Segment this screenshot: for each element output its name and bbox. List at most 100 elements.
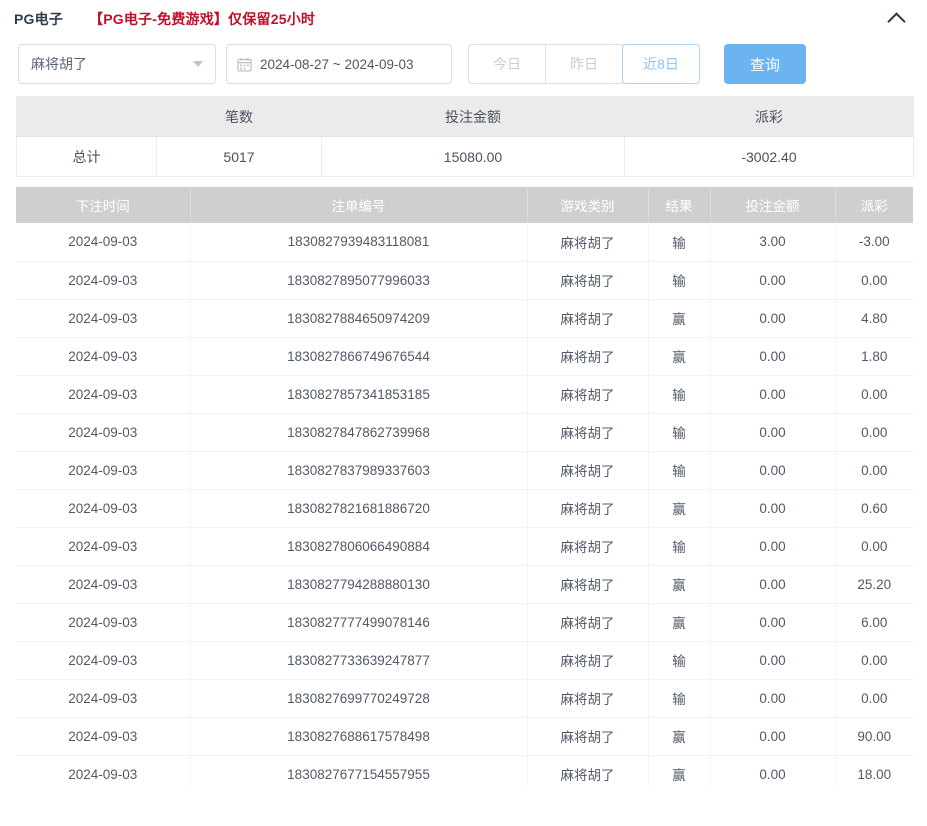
cell-game-type: 麻将胡了 [527,755,649,785]
table-row[interactable]: 2024-09-03 1830827821681886720 麻将胡了赢 0.00 0.… [16,489,913,528]
records-table-body: 2024-09-03 1830827939483118081 麻将胡了输 3.00 -3… [16,223,913,785]
cell-game-type: 麻将胡了 [527,489,649,528]
cell-game-type: 麻将胡了 [527,413,649,452]
cell-payout: 18.00 [835,755,913,785]
table-row[interactable]: 2024-09-03 1830827847862739968 麻将胡了输 0.00 0.… [16,413,913,452]
date-range-picker[interactable]: 2024-08-27 ~ 2024-09-03 [226,44,452,84]
quick-range-button-group: 今日 昨日 近8日 [468,44,700,84]
cell-result: 输 [648,261,711,300]
collapse-panel-button[interactable] [883,6,909,32]
notice-banner: 【PG电子-免费游戏】仅保留25小时 [89,11,316,27]
cell-result: 输 [648,527,711,566]
cell-payout: 4.80 [835,299,913,338]
cell-bet-amount: 0.00 [710,261,836,300]
quick-range-yesterday-button[interactable]: 昨日 [545,44,623,84]
column-header-bet-time[interactable]: 下注时间 [16,187,191,223]
query-button[interactable]: 查询 [724,44,806,84]
records-header-row: 下注时间 注单编号 游戏类别 结果 投注金额 派彩 [16,187,913,223]
cell-bet-time: 2024-09-03 [16,679,191,718]
table-row[interactable]: 2024-09-03 1830827884650974209 麻将胡了赢 0.00 4.… [16,299,913,338]
cell-bet-time: 2024-09-03 [16,717,191,756]
summary-table: 笔数 投注金额 派彩 总计 5017 15080.00 -3002.40 [16,96,914,177]
table-row[interactable]: 2024-09-03 1830827733639247877 麻将胡了输 0.00 0.… [16,641,913,680]
summary-header-blank [16,96,157,137]
summary-row-label: 总计 [16,136,157,177]
cell-bet-id: 1830827806066490884 [190,527,528,566]
cell-result: 输 [648,375,711,414]
cell-bet-time: 2024-09-03 [16,223,191,262]
cell-payout: 0.00 [835,261,913,300]
cell-result: 输 [648,641,711,680]
cell-bet-amount: 0.00 [710,565,836,604]
cell-game-type: 麻将胡了 [527,717,649,756]
cell-result: 输 [648,413,711,452]
cell-game-type: 麻将胡了 [527,451,649,490]
panel-header: PG电子 【PG电子-免费游戏】仅保留25小时 [0,0,927,38]
cell-payout: 6.00 [835,603,913,642]
table-row[interactable]: 2024-09-03 1830827794288880130 麻将胡了赢 0.00 25… [16,565,913,604]
cell-bet-amount: 0.00 [710,679,836,718]
page-title: PG电子 [14,11,64,27]
cell-game-type: 麻将胡了 [527,565,649,604]
cell-bet-amount: 0.00 [710,337,836,376]
cell-bet-id: 1830827847862739968 [190,413,528,452]
cell-bet-id: 1830827777499078146 [190,603,528,642]
table-row[interactable]: 2024-09-03 1830827677154557955 麻将胡了赢 0.00 18… [16,755,913,785]
cell-bet-id: 1830827794288880130 [190,565,528,604]
cell-bet-id: 1830827857341853185 [190,375,528,414]
table-row[interactable]: 2024-09-03 1830827895077996033 麻将胡了输 0.00 0.… [16,261,913,300]
game-select-value: 麻将胡了 [31,56,87,72]
cell-result: 赢 [648,755,711,785]
cell-result: 输 [648,223,711,262]
cell-game-type: 麻将胡了 [527,679,649,718]
column-header-bet-amount[interactable]: 投注金额 [710,187,836,223]
cell-result: 赢 [648,337,711,376]
column-header-game-type[interactable]: 游戏类别 [527,187,649,223]
chevron-down-icon [193,61,203,67]
summary-section: 笔数 投注金额 派彩 总计 5017 15080.00 -3002.40 [0,94,927,177]
table-row[interactable]: 2024-09-03 1830827939483118081 麻将胡了输 3.00 -3… [16,223,913,262]
cell-bet-amount: 0.00 [710,527,836,566]
cell-game-type: 麻将胡了 [527,375,649,414]
summary-payout-value: -3002.40 [624,136,914,177]
cell-bet-time: 2024-09-03 [16,641,191,680]
cell-bet-time: 2024-09-03 [16,489,191,528]
cell-bet-time: 2024-09-03 [16,527,191,566]
game-select[interactable]: 麻将胡了 [18,44,216,84]
cell-bet-amount: 3.00 [710,223,836,262]
summary-total-row: 总计 5017 15080.00 -3002.40 [16,136,914,177]
cell-game-type: 麻将胡了 [527,261,649,300]
cell-bet-time: 2024-09-03 [16,565,191,604]
column-header-bet-id[interactable]: 注单编号 [190,187,528,223]
table-row[interactable]: 2024-09-03 1830827837989337603 麻将胡了输 0.00 0.… [16,451,913,490]
column-header-result[interactable]: 结果 [648,187,711,223]
cell-bet-id: 1830827677154557955 [190,755,528,785]
cell-bet-id: 1830827939483118081 [190,223,528,262]
cell-bet-id: 1830827699770249728 [190,679,528,718]
quick-range-last8days-button[interactable]: 近8日 [622,44,700,84]
cell-payout: 1.80 [835,337,913,376]
filter-bar: 麻将胡了 2024-08-27 ~ 2024-09-03 今日 昨日 近8日 查… [0,38,927,94]
table-row[interactable]: 2024-09-03 1830827699770249728 麻将胡了输 0.00 0.… [16,679,913,718]
cell-result: 赢 [648,299,711,338]
cell-game-type: 麻将胡了 [527,299,649,338]
cell-game-type: 麻将胡了 [527,337,649,376]
cell-result: 输 [648,679,711,718]
column-header-payout[interactable]: 派彩 [835,187,913,223]
quick-range-today-button[interactable]: 今日 [468,44,546,84]
table-row[interactable]: 2024-09-03 1830827777499078146 麻将胡了赢 0.00 6.… [16,603,913,642]
cell-bet-id: 1830827837989337603 [190,451,528,490]
table-row[interactable]: 2024-09-03 1830827866749676544 麻将胡了赢 0.00 1.… [16,337,913,376]
cell-bet-id: 1830827733639247877 [190,641,528,680]
table-row[interactable]: 2024-09-03 1830827857341853185 麻将胡了输 0.00 0.… [16,375,913,414]
cell-bet-amount: 0.00 [710,717,836,756]
cell-payout: 0.60 [835,489,913,528]
cell-result: 赢 [648,489,711,528]
cell-payout: 90.00 [835,717,913,756]
cell-bet-id: 1830827821681886720 [190,489,528,528]
cell-game-type: 麻将胡了 [527,641,649,680]
table-row[interactable]: 2024-09-03 1830827688617578498 麻将胡了赢 0.00 90… [16,717,913,756]
table-row[interactable]: 2024-09-03 1830827806066490884 麻将胡了输 0.00 0.… [16,527,913,566]
cell-result: 赢 [648,565,711,604]
